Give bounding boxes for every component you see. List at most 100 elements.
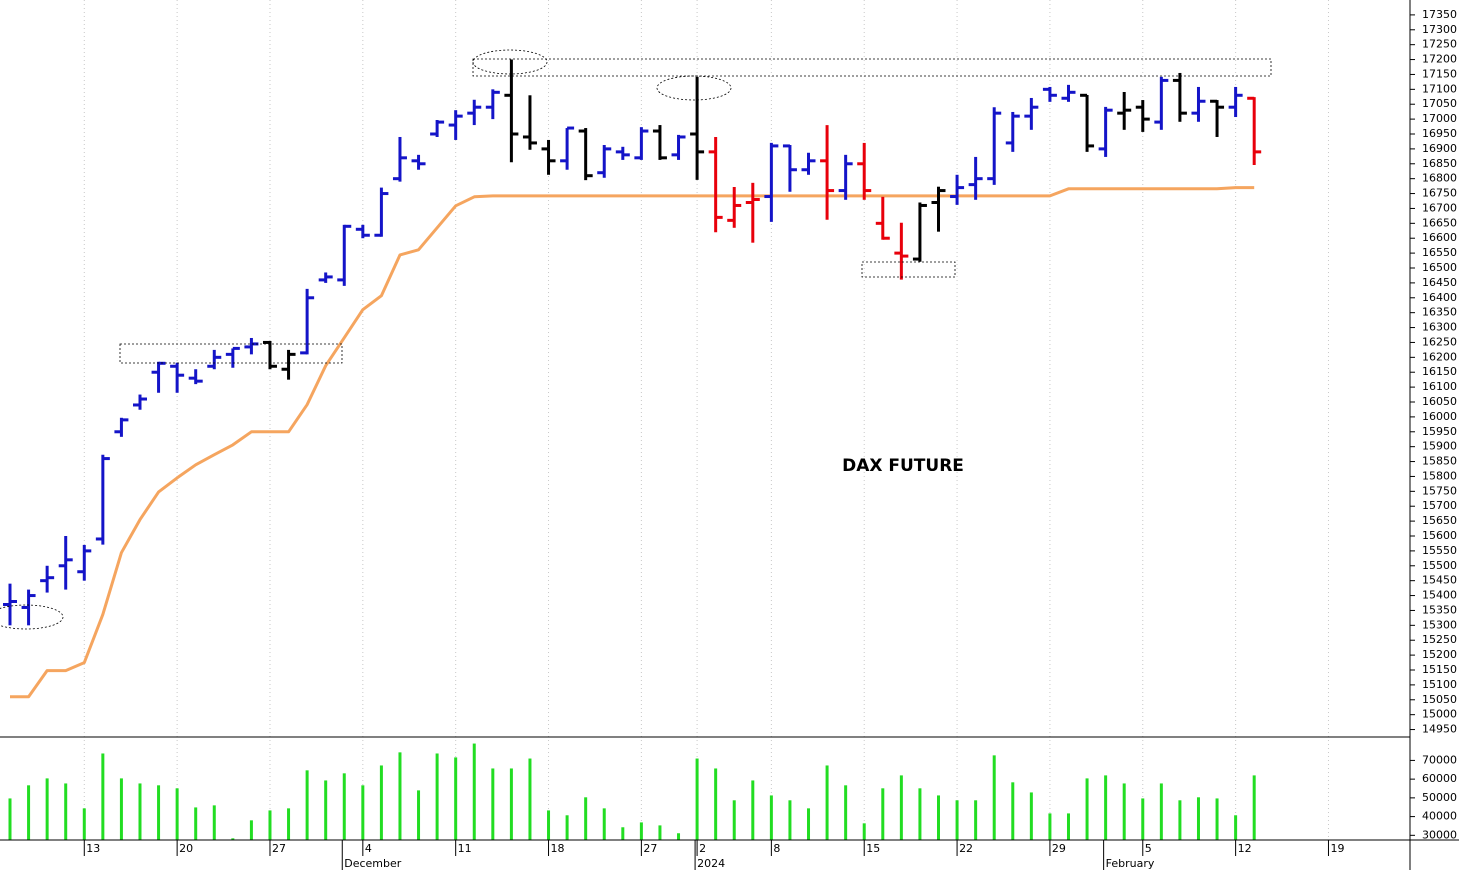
volume-bar (825, 765, 829, 840)
volume-bar (417, 790, 421, 840)
x-tick-label: 8 (773, 842, 780, 855)
y-tick-label: 16450 (1422, 276, 1457, 289)
volume-bar (547, 810, 551, 840)
x-tick-label: 18 (551, 842, 565, 855)
y-tick-label: 30000 (1422, 828, 1457, 841)
y-tick-label: 15050 (1422, 693, 1457, 706)
y-tick-label: 15300 (1422, 618, 1457, 631)
y-tick-label: 17200 (1422, 53, 1457, 66)
volume-bar (212, 805, 216, 840)
y-tick-label: 15700 (1422, 499, 1457, 512)
y-tick-label: 16050 (1422, 395, 1457, 408)
volume-bar (899, 775, 903, 840)
volume-bar (305, 770, 309, 840)
x-tick-label: 5 (1145, 842, 1152, 855)
volume-bar (231, 838, 235, 840)
volume-bar (695, 758, 699, 840)
volume-bar (974, 800, 978, 840)
y-tick-label: 15000 (1422, 708, 1457, 721)
volume-bar (138, 783, 142, 840)
volume-bar (1252, 775, 1256, 840)
y-tick-label: 15100 (1422, 678, 1457, 691)
y-tick-label: 16250 (1422, 335, 1457, 348)
y-tick-label: 15550 (1422, 544, 1457, 557)
volume-bar (45, 778, 49, 840)
y-tick-label: 16100 (1422, 380, 1457, 393)
y-tick-label: 15900 (1422, 440, 1457, 453)
y-tick-label: 16700 (1422, 201, 1457, 214)
y-tick-label: 70000 (1422, 753, 1457, 766)
volume-bar (194, 807, 198, 840)
volume-bar (1085, 778, 1089, 840)
volume-bar (658, 825, 662, 840)
marks (3, 59, 1262, 840)
y-tick-label: 15250 (1422, 633, 1457, 646)
volume-bar (1011, 782, 1015, 840)
volume-bar (342, 773, 346, 840)
volume-bar (639, 822, 643, 840)
volume-bar (454, 757, 458, 840)
volume-bar (435, 753, 439, 840)
y-tick-label: 15350 (1422, 603, 1457, 616)
volume-bar (1178, 800, 1182, 840)
volume-bar (937, 795, 940, 840)
y-tick-label: 15200 (1422, 648, 1457, 661)
volume-bar (1066, 813, 1070, 840)
y-tick-label: 16650 (1422, 216, 1457, 229)
volume-bar (324, 780, 328, 840)
volume-bar (1159, 783, 1163, 840)
y-tick-label: 15950 (1422, 425, 1457, 438)
volume-bar (249, 820, 253, 840)
period-label: December (344, 857, 402, 870)
y-tick-label: 16400 (1422, 291, 1457, 304)
volume-bar (472, 743, 476, 840)
y-tick-label: 60000 (1422, 772, 1457, 785)
y-tick-label: 15850 (1422, 455, 1457, 468)
volume-bar (1215, 798, 1219, 840)
volume-bar (101, 753, 105, 840)
volume-bar (881, 788, 885, 840)
volume-bar (1122, 783, 1126, 840)
volume-bar (82, 808, 86, 840)
x-tick-label: 4 (365, 842, 372, 855)
y-tick-label: 15650 (1422, 514, 1457, 527)
y-tick-label: 15600 (1422, 529, 1457, 542)
x-tick-label: 2 (699, 842, 706, 855)
low-box (861, 261, 956, 278)
x-tick-label: 29 (1052, 842, 1066, 855)
volume-bar (1234, 815, 1238, 840)
volume-bar (565, 815, 569, 840)
volume-bar (584, 797, 588, 840)
y-tick-label: 16750 (1422, 187, 1457, 200)
volume-bar (844, 785, 848, 840)
y-tick-label: 15800 (1422, 469, 1457, 482)
volume-bar (1048, 813, 1052, 840)
x-tick-label: 27 (643, 842, 657, 855)
y-tick-label: 15400 (1422, 589, 1457, 602)
volume-bar (862, 823, 866, 840)
y-tick-label: 15500 (1422, 559, 1457, 572)
volume-bar (1141, 798, 1145, 840)
volume-bar (8, 798, 12, 840)
ellipse-marker (472, 49, 548, 75)
y-tick-label: 16600 (1422, 231, 1457, 244)
volume-bar (379, 765, 383, 840)
y-tick-label: 16500 (1422, 261, 1457, 274)
y-tick-label: 17050 (1422, 97, 1457, 110)
y-tick-label: 16550 (1422, 246, 1457, 259)
x-tick-label: 22 (959, 842, 973, 855)
x-tick-label: 15 (866, 842, 880, 855)
ellipse-marker (0, 604, 64, 630)
x-tick-label: 13 (86, 842, 100, 855)
y-tick-label: 16900 (1422, 142, 1457, 155)
y-tick-label: 17350 (1422, 8, 1457, 21)
y-tick-label: 16300 (1422, 321, 1457, 334)
y-tick-label: 17300 (1422, 23, 1457, 36)
volume-bar (1196, 797, 1200, 840)
volume-bar (64, 783, 68, 840)
y-tick-label: 16950 (1422, 127, 1457, 140)
y-tick-label: 17150 (1422, 67, 1457, 80)
